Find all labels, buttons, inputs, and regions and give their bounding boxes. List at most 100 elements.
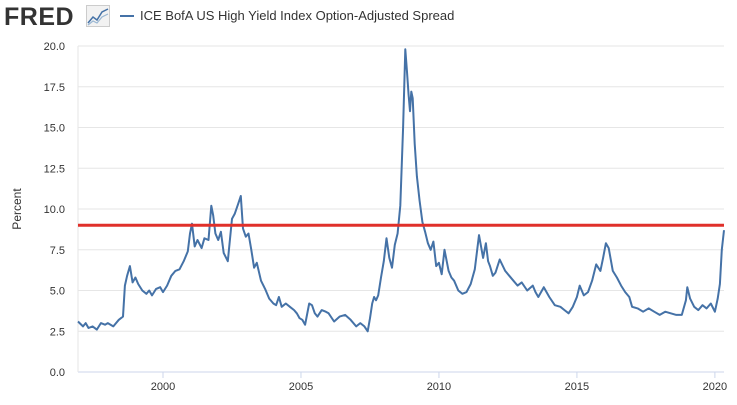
data-point (637, 307, 639, 309)
data-point (723, 229, 725, 231)
data-point (616, 277, 618, 279)
data-point (526, 290, 528, 292)
data-point (702, 304, 704, 306)
data-point (430, 249, 432, 251)
data-point (461, 293, 463, 295)
data-point (412, 97, 414, 99)
data-point (659, 314, 661, 316)
data-point (587, 291, 589, 293)
grid-layer (78, 45, 724, 373)
data-point (129, 265, 131, 267)
data-point (605, 242, 607, 244)
data-point (564, 309, 566, 311)
data-point (170, 275, 172, 277)
data-point (339, 316, 341, 318)
data-point (227, 260, 229, 262)
data-point (572, 306, 574, 308)
data-point (118, 319, 120, 321)
data-point (409, 110, 411, 112)
data-point (194, 246, 196, 248)
series-line-high-yield-oas[interactable] (77, 48, 725, 333)
data-point (223, 252, 225, 254)
data-point (681, 314, 683, 316)
data-point (532, 285, 534, 287)
fred-chart-icon (86, 5, 110, 27)
data-point (485, 242, 487, 244)
data-point (664, 311, 666, 313)
data-point (299, 317, 301, 319)
data-point (367, 330, 369, 332)
data-point (250, 249, 252, 251)
data-point (478, 234, 480, 236)
data-point (285, 303, 287, 305)
data-point (214, 233, 216, 235)
data-point (543, 286, 545, 288)
data-point (231, 218, 233, 220)
data-point (670, 312, 672, 314)
y-axis-label: Percent (10, 188, 24, 230)
data-point (620, 285, 622, 287)
data-point (402, 127, 404, 129)
data-point (355, 325, 357, 327)
data-point (648, 307, 650, 309)
data-point (308, 303, 310, 305)
data-point (359, 322, 361, 324)
data-point (162, 291, 164, 293)
data-point (242, 228, 244, 230)
data-point (203, 237, 205, 239)
data-point (406, 69, 408, 71)
data-point (191, 223, 193, 225)
data-point (137, 283, 139, 285)
data-point (693, 306, 695, 308)
x-tick-label: 2005 (289, 381, 313, 393)
data-point (444, 249, 446, 251)
data-point (432, 241, 434, 243)
data-point (386, 237, 388, 239)
data-point (686, 286, 688, 288)
y-axis: 0.0 2.5 5.0 7.5 10.0 12.5 15.0 17.5 20.0 (44, 41, 65, 379)
data-point (435, 265, 437, 267)
data-point (92, 325, 94, 327)
x-axis: 2000 2005 2010 2015 2020 (78, 371, 727, 393)
data-point (689, 298, 691, 300)
data-point (272, 303, 274, 305)
data-point (628, 296, 630, 298)
data-point (710, 303, 712, 305)
data-point (328, 312, 330, 314)
data-point (470, 283, 472, 285)
data-point (717, 298, 719, 300)
data-point (653, 311, 655, 313)
data-point (624, 291, 626, 293)
data-point (380, 277, 382, 279)
data-point (595, 263, 597, 265)
data-point (293, 309, 295, 311)
data-point (183, 260, 185, 262)
data-point (450, 277, 452, 279)
data-point (107, 322, 109, 324)
data-point (427, 242, 429, 244)
data-point (675, 314, 677, 316)
data-point (197, 239, 199, 241)
data-point (438, 262, 440, 264)
x-tick-label: 2015 (565, 381, 589, 393)
data-point (474, 268, 476, 270)
data-point (212, 215, 214, 217)
data-point (631, 306, 633, 308)
data-point (217, 239, 219, 241)
data-point (504, 270, 506, 272)
data-point (289, 306, 291, 308)
data-point (304, 324, 306, 326)
data-point (350, 319, 352, 321)
y-tick-label: 17.5 (44, 82, 65, 94)
data-point (612, 270, 614, 272)
data-point (85, 322, 87, 324)
chart-header: FRED ICE BofA US High Yield Index Option… (0, 0, 737, 34)
data-point (344, 314, 346, 316)
data-point (325, 311, 327, 313)
x-tick-label: 2020 (703, 381, 727, 393)
y-tick-label: 2.5 (50, 326, 65, 338)
data-point (126, 275, 128, 277)
fred-logo[interactable]: FRED (4, 3, 75, 31)
data-point (333, 321, 335, 323)
